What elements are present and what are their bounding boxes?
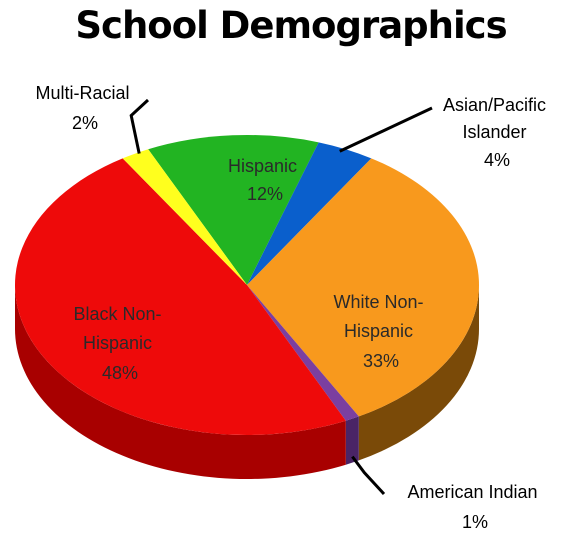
slice-white-non-hispanic: [247, 158, 479, 417]
slice-label-hispanic: Hispanic 12%: [228, 156, 302, 204]
leader-line-asian-pacific-islander: [339, 106, 433, 153]
pie-tops: [14, 135, 479, 436]
slice-label-asian-pacific-islander: Asian/Pacific Islander 4%: [443, 95, 551, 170]
leader-lines: [129, 98, 433, 496]
slice-side-white-non-hispanic: [358, 285, 479, 461]
chart-title: School Demographics: [75, 4, 507, 47]
slice-black-non-hispanic: [14, 158, 346, 436]
slice-hispanic: [148, 135, 319, 285]
slice-multi-racial: [122, 149, 247, 285]
slice-label-white-non-hispanic: White Non- Hispanic 33%: [333, 292, 428, 371]
leader-line-american-indian: [351, 455, 386, 496]
slice-side-american-indian: [345, 416, 359, 465]
slice-label-american-indian: American Indian 1%: [407, 482, 542, 532]
pie-sides: [15, 285, 479, 479]
slice-side-black-non-hispanic: [15, 285, 346, 479]
slice-american-indian: [247, 285, 359, 421]
slice-asian-pacific-islander: [247, 142, 372, 285]
slice-label-multi-racial: Multi-Racial 2%: [35, 83, 134, 133]
slice-label-black-non-hispanic: Black Non- Hispanic 48%: [73, 304, 166, 383]
leader-line-multi-racial: [129, 98, 150, 154]
